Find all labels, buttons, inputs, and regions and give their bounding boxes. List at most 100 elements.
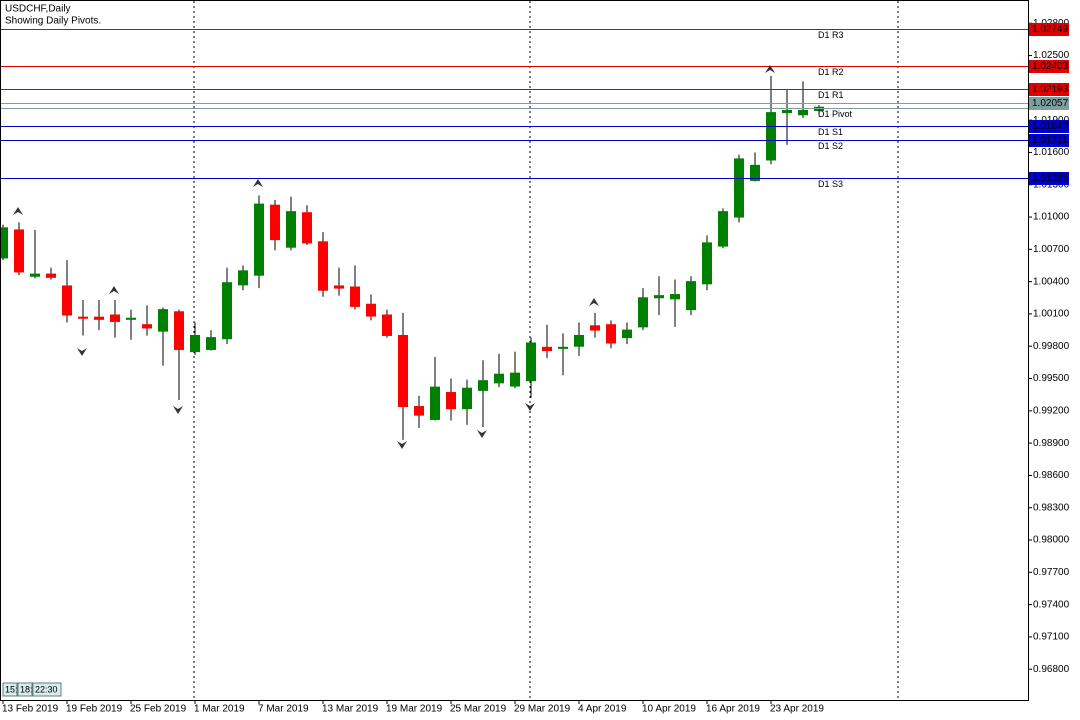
x-tick-label: 25 Feb 2019 xyxy=(130,704,187,715)
countdown-text: 22:30 xyxy=(35,684,58,694)
candle-body xyxy=(414,406,424,416)
fractal-down xyxy=(77,348,87,356)
x-tick-label: 16 Apr 2019 xyxy=(706,704,760,715)
price-box xyxy=(1029,134,1069,147)
pivot-name: D1 R2 xyxy=(818,67,844,77)
countdown-box xyxy=(17,682,33,697)
y-tick-label: 0.98300 xyxy=(1033,502,1070,513)
candle-body xyxy=(78,316,88,319)
fractal-up xyxy=(589,298,599,306)
y-tick-label: 0.96800 xyxy=(1033,664,1070,675)
candle-body xyxy=(190,334,200,353)
candle-body xyxy=(542,346,552,352)
chart-title: USDCHF,Daily xyxy=(5,4,71,15)
fractal-up xyxy=(109,286,119,294)
countdown-text: 18: xyxy=(20,684,33,694)
candle-body xyxy=(270,204,280,241)
price-label: 1.01847 xyxy=(1032,121,1069,132)
candle-body xyxy=(302,212,312,244)
candle-body xyxy=(318,241,328,291)
y-tick-label: 0.97100 xyxy=(1033,632,1070,643)
candle-body xyxy=(14,229,24,273)
candle-body xyxy=(526,342,536,382)
candle-body xyxy=(46,273,56,278)
countdown-box xyxy=(32,682,62,697)
x-tick-label: 19 Mar 2019 xyxy=(386,704,443,715)
x-tick-label: 23 Apr 2019 xyxy=(770,704,824,715)
candle-body xyxy=(782,109,792,114)
candle-body xyxy=(798,109,808,116)
candle-body xyxy=(382,314,392,336)
fractal-down xyxy=(477,430,487,438)
pivot-name: D1 R3 xyxy=(818,30,844,40)
price-label: 1.01711 xyxy=(1032,135,1068,146)
x-tick-label: 19 Feb 2019 xyxy=(66,704,123,715)
pivot-name: D1 S3 xyxy=(818,179,843,189)
candle-body xyxy=(110,314,120,322)
price-label: 1.02749 xyxy=(1032,24,1069,35)
candle-body xyxy=(558,346,568,349)
x-tick-label: 13 Mar 2019 xyxy=(322,704,379,715)
price-box xyxy=(1029,23,1069,36)
fractal-up xyxy=(253,179,263,187)
pivot-name: D1 S2 xyxy=(818,141,843,151)
candle-body xyxy=(750,164,760,181)
fractals xyxy=(13,65,775,449)
candle-body xyxy=(670,294,680,300)
candle-body xyxy=(446,392,456,410)
fractal-down xyxy=(173,406,183,414)
price-box xyxy=(1029,97,1069,110)
y-tick-label: 1.00400 xyxy=(1033,276,1070,287)
candle-body xyxy=(638,297,648,328)
plot-area xyxy=(0,29,1028,440)
y-tick-label: 1.01600 xyxy=(1033,147,1070,158)
candle-body xyxy=(254,203,264,276)
countdown-text: 15: xyxy=(5,684,18,694)
candle-body xyxy=(238,270,248,286)
countdown-box xyxy=(2,682,18,697)
y-tick-label: 1.02500 xyxy=(1033,50,1070,61)
y-tick-label: 0.99200 xyxy=(1033,405,1070,416)
candle-body xyxy=(766,112,776,161)
candle-body xyxy=(94,316,104,320)
price-box xyxy=(1029,60,1069,73)
y-tick-label: 0.99800 xyxy=(1033,341,1070,352)
candle-body xyxy=(0,227,8,259)
price-box xyxy=(1029,172,1069,185)
candle-body xyxy=(142,324,152,329)
candle-body xyxy=(30,273,40,277)
y-tick-label: 0.97700 xyxy=(1033,567,1070,578)
candle-body xyxy=(174,311,184,350)
y-tick-label: 0.99500 xyxy=(1033,373,1070,384)
x-tick-label: 4 Apr 2019 xyxy=(578,704,627,715)
price-label: 1.01365 xyxy=(1032,173,1069,184)
y-tick-label: 1.01000 xyxy=(1033,212,1070,223)
y-tick-label: 1.00700 xyxy=(1033,244,1070,255)
x-tick-label: 1 Mar 2019 xyxy=(194,704,245,715)
candle-body xyxy=(462,387,472,410)
candle-body xyxy=(398,334,408,408)
pivot-name: D1 S1 xyxy=(818,127,843,137)
fractal-down xyxy=(397,441,407,449)
candle-body xyxy=(510,372,520,387)
candle-body xyxy=(430,386,440,420)
candle-body xyxy=(366,303,376,317)
price-label: 1.02057 xyxy=(1032,98,1069,109)
fractal-up xyxy=(13,207,23,215)
candle-body xyxy=(334,285,344,289)
candle-body xyxy=(62,285,72,316)
y-tick-label: 0.97400 xyxy=(1033,599,1070,610)
candle-body xyxy=(654,295,664,299)
candle-body xyxy=(734,158,744,218)
candle-body xyxy=(606,324,616,344)
fractal-down xyxy=(525,403,535,411)
price-box xyxy=(1029,120,1069,133)
x-tick-label: 29 Mar 2019 xyxy=(514,704,571,715)
candle-body xyxy=(350,286,360,307)
candle-body xyxy=(478,380,488,391)
price-label: 1.02403 xyxy=(1032,61,1069,72)
pivot-name: D1 R1 xyxy=(818,90,844,100)
price-label: 1.02193 xyxy=(1032,84,1069,95)
